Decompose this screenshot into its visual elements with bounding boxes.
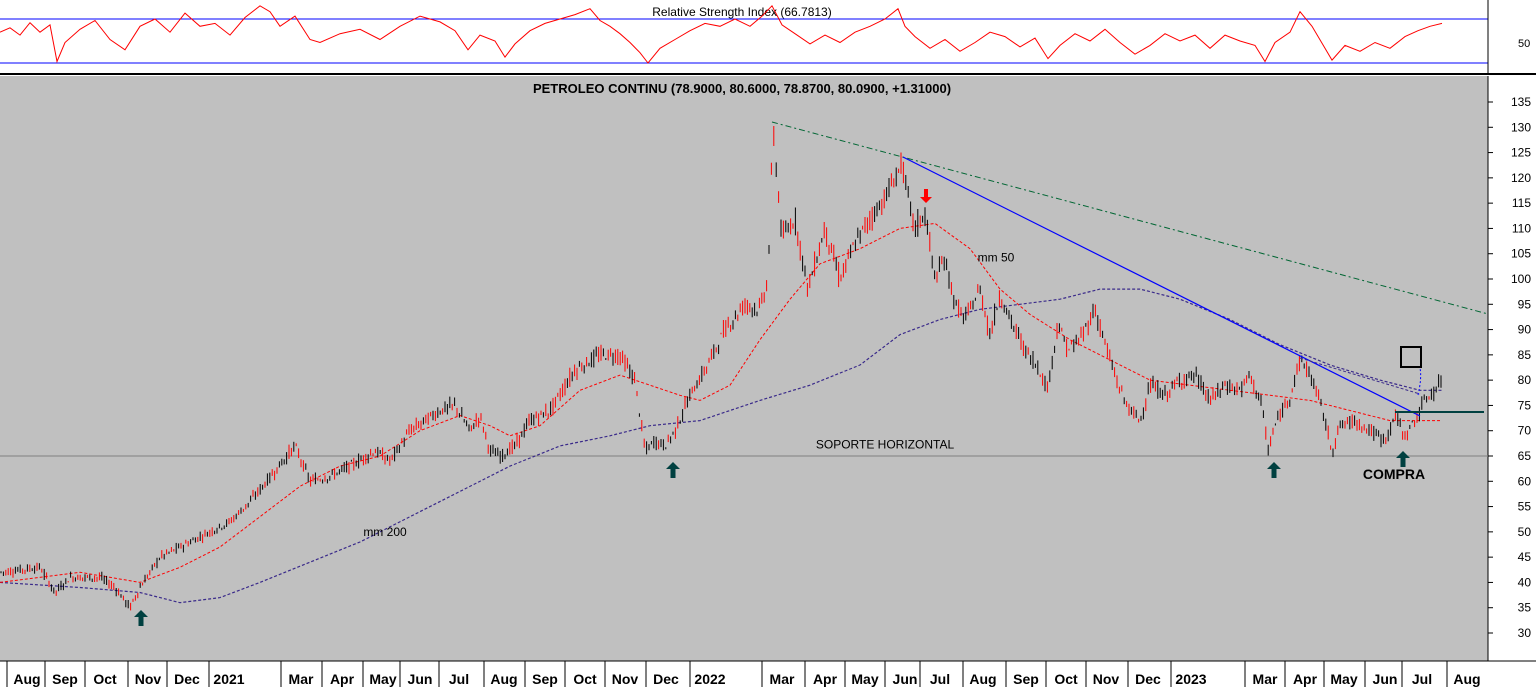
y-tick-label: 125 <box>1511 146 1531 160</box>
mm200-line <box>0 288 1442 604</box>
x-tick-label: Nov <box>135 671 162 687</box>
x-tick-label: 2022 <box>694 671 725 687</box>
projection-path <box>1417 367 1422 396</box>
x-tick-label: Apr <box>1293 671 1318 687</box>
rsi-tick-label: 50 <box>1518 38 1530 50</box>
compra-label: COMPRA <box>1363 466 1425 482</box>
mm200-label: mm 200 <box>363 525 407 539</box>
candles <box>0 126 1442 611</box>
arrow-up-icon <box>1267 462 1281 478</box>
x-axis-bg <box>0 661 1536 687</box>
x-tick-label: Jun <box>408 671 433 687</box>
x-tick-label: May <box>851 671 878 687</box>
x-tick-label: Dec <box>1135 671 1161 687</box>
x-tick-label: Aug <box>1453 671 1480 687</box>
x-tick-label: Jun <box>893 671 918 687</box>
x-tick-label: Oct <box>1054 671 1078 687</box>
y-tick-label: 50 <box>1518 525 1532 539</box>
buy-arrows <box>134 451 1410 626</box>
y-tick-label: 100 <box>1511 272 1531 286</box>
x-tick-label: Dec <box>174 671 200 687</box>
x-tick-label: Oct <box>573 671 597 687</box>
arrow-up-icon <box>666 462 680 478</box>
mm50-label: mm 50 <box>978 250 1015 264</box>
y-tick-label: 120 <box>1511 171 1531 185</box>
x-tick-label: May <box>369 671 396 687</box>
x-tick-label: Jul <box>1412 671 1432 687</box>
channel-line <box>1299 357 1421 395</box>
x-tick-label: Oct <box>93 671 117 687</box>
x-tick-label: Mar <box>770 671 795 687</box>
y-tick-label: 45 <box>1518 550 1532 564</box>
x-tick-label: Apr <box>330 671 355 687</box>
y-tick-label: 110 <box>1512 221 1531 235</box>
y-axis-ticks: 30 35 40 45 50 55 60 65 70 75 80 85 90 95 100 105 110 115… <box>1488 95 1531 640</box>
x-tick-label: Jul <box>449 671 469 687</box>
x-tick-label: Nov <box>1093 671 1120 687</box>
x-tick-label: Dec <box>653 671 679 687</box>
y-tick-label: 70 <box>1518 424 1532 438</box>
long-term-downtrend-line <box>771 121 1489 315</box>
x-tick-label: Sep <box>52 671 78 687</box>
price-title: PETROLEO CONTINU (78.9000, 80.6000, 78.8… <box>533 81 951 96</box>
target-box <box>1400 346 1422 368</box>
x-tick-label: Jun <box>1373 671 1398 687</box>
rsi-title: Relative Strength Index (66.7813) <box>652 5 831 19</box>
arrow-down-icon <box>920 189 932 203</box>
y-tick-label: 65 <box>1518 449 1532 463</box>
y-tick-label: 75 <box>1518 398 1532 412</box>
price-panel-bg <box>0 76 1488 661</box>
x-tick-label: Aug <box>969 671 996 687</box>
x-axis-ticks: Aug Sep Oct Nov Dec 2021 Mar Apr May Jun Jul Aug Sep… <box>6 661 1481 687</box>
x-tick-label: Apr <box>813 671 838 687</box>
mm50-line <box>0 222 1442 583</box>
y-tick-label: 105 <box>1511 247 1531 261</box>
x-tick-label: Sep <box>1013 671 1039 687</box>
downtrend-line <box>902 156 1421 417</box>
y-tick-label: 40 <box>1518 575 1532 589</box>
y-tick-label: 35 <box>1518 601 1532 615</box>
rsi-panel-bg <box>0 0 1488 74</box>
x-tick-label: Mar <box>289 671 314 687</box>
x-tick-label: 2021 <box>213 671 244 687</box>
arrow-up-icon <box>1396 451 1410 467</box>
x-tick-label: May <box>1330 671 1357 687</box>
y-tick-label: 135 <box>1511 95 1531 109</box>
y-tick-label: 85 <box>1518 348 1532 362</box>
support-label: SOPORTE HORIZONTAL <box>816 437 955 451</box>
arrow-up-icon <box>134 610 148 626</box>
y-tick-label: 90 <box>1518 323 1532 337</box>
x-tick-label: Sep <box>532 671 558 687</box>
x-tick-label: Nov <box>612 671 639 687</box>
x-tick-label: Jul <box>930 671 950 687</box>
y-tick-label: 55 <box>1518 500 1532 514</box>
x-tick-label: 2023 <box>1175 671 1206 687</box>
y-tick-label: 95 <box>1518 297 1532 311</box>
y-tick-label: 30 <box>1518 626 1532 640</box>
annotations: SOPORTE HORIZONTAL mm 50 mm 200 COMPRA <box>363 250 1425 539</box>
y-tick-label: 130 <box>1511 120 1531 134</box>
x-tick-label: Aug <box>13 671 40 687</box>
price-axis-bg <box>1488 76 1536 661</box>
x-tick-label: Mar <box>1253 671 1278 687</box>
y-tick-label: 80 <box>1518 373 1532 387</box>
rsi-line <box>0 4 1443 64</box>
y-tick-label: 60 <box>1518 474 1532 488</box>
y-tick-label: 115 <box>1512 196 1531 210</box>
x-tick-label: Aug <box>490 671 517 687</box>
